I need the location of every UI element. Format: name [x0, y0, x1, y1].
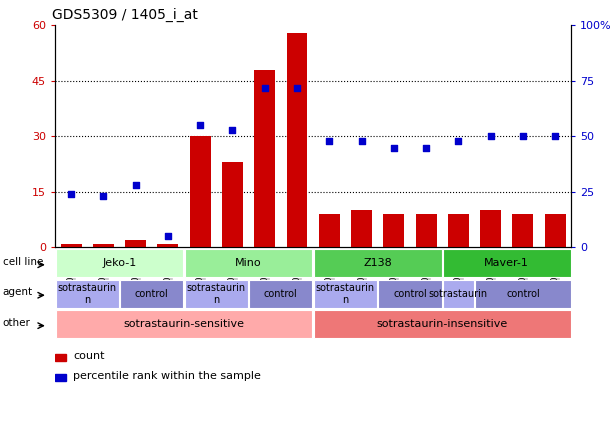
Point: [389, 144, 399, 151]
Point: [131, 182, 141, 189]
Bar: [351, 211, 372, 247]
Point: [163, 233, 173, 240]
Text: Z138: Z138: [364, 258, 392, 268]
Bar: [55, 354, 66, 361]
Bar: [383, 214, 404, 247]
Text: control: control: [264, 289, 298, 299]
Point: [66, 191, 76, 198]
Bar: [480, 211, 501, 247]
Text: sotrastaurin-insensitive: sotrastaurin-insensitive: [376, 319, 508, 329]
Bar: [185, 280, 248, 308]
Point: [486, 133, 496, 140]
Bar: [443, 280, 474, 308]
Point: [98, 193, 108, 200]
Bar: [254, 70, 275, 247]
Bar: [60, 244, 82, 247]
Bar: [120, 280, 183, 308]
Bar: [378, 280, 442, 308]
Bar: [443, 249, 571, 277]
Text: sotrastaurin
n: sotrastaurin n: [316, 283, 375, 305]
Bar: [222, 162, 243, 247]
Point: [357, 137, 367, 144]
Bar: [448, 214, 469, 247]
Bar: [185, 249, 312, 277]
Bar: [158, 244, 178, 247]
Bar: [415, 214, 437, 247]
Point: [292, 84, 302, 91]
Bar: [314, 249, 442, 277]
Text: percentile rank within the sample: percentile rank within the sample: [73, 371, 261, 381]
Bar: [314, 280, 377, 308]
Point: [518, 133, 528, 140]
Text: GDS5309 / 1405_i_at: GDS5309 / 1405_i_at: [53, 8, 199, 22]
Text: sotrastaurin
n: sotrastaurin n: [187, 283, 246, 305]
Text: agent: agent: [2, 287, 33, 297]
Text: control: control: [135, 289, 169, 299]
Bar: [93, 244, 114, 247]
Bar: [287, 33, 307, 247]
Bar: [56, 280, 119, 308]
Text: cell line: cell line: [2, 257, 43, 267]
Bar: [513, 214, 533, 247]
Point: [227, 126, 237, 133]
Bar: [56, 249, 183, 277]
Text: Jeko-1: Jeko-1: [103, 258, 137, 268]
Text: sotrastaurin: sotrastaurin: [429, 289, 488, 299]
Point: [324, 137, 334, 144]
Bar: [55, 374, 66, 381]
Bar: [475, 280, 571, 308]
Point: [196, 122, 205, 129]
Bar: [544, 214, 566, 247]
Bar: [56, 310, 312, 338]
Point: [421, 144, 431, 151]
Bar: [125, 240, 146, 247]
Text: Maver-1: Maver-1: [485, 258, 529, 268]
Text: sotrastaurin-sensitive: sotrastaurin-sensitive: [123, 319, 244, 329]
Text: sotrastaurin
n: sotrastaurin n: [57, 283, 117, 305]
Bar: [249, 280, 312, 308]
Text: other: other: [2, 318, 31, 328]
Bar: [189, 137, 211, 247]
Text: control: control: [506, 289, 540, 299]
Bar: [314, 310, 571, 338]
Text: count: count: [73, 351, 105, 361]
Point: [453, 137, 463, 144]
Text: Mino: Mino: [235, 258, 262, 268]
Bar: [319, 214, 340, 247]
Point: [551, 133, 560, 140]
Point: [260, 84, 269, 91]
Text: control: control: [393, 289, 427, 299]
